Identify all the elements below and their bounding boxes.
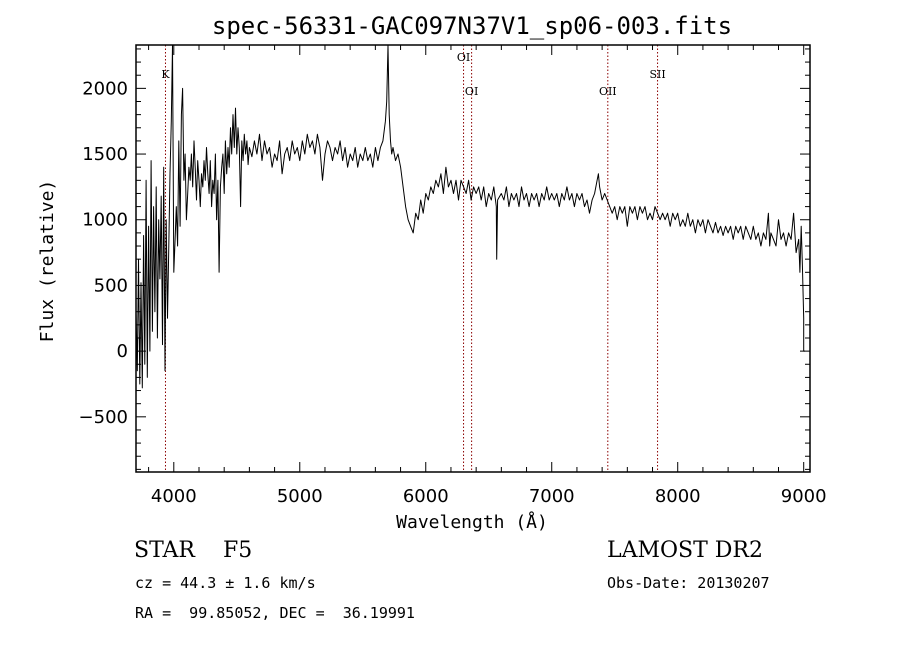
x-tick-label: 9000 xyxy=(781,486,827,507)
x-tick-label: 7000 xyxy=(529,486,575,507)
y-axis-label: Flux (relative) xyxy=(37,180,58,343)
spectral-line-label-2: OI xyxy=(465,85,478,98)
spectral-line-label-1: OI xyxy=(457,51,470,64)
x-tick-label: 8000 xyxy=(655,486,701,507)
spectral-line-label-0: K xyxy=(161,68,170,81)
spectral-line-markers: K OI OI OII SII xyxy=(161,45,666,472)
coordinates: RA = 99.85052, DEC = 36.19991 xyxy=(135,604,415,622)
y-tick-label: −500 xyxy=(79,407,128,428)
axis-ticks: 4000 5000 6000 7000 8000 9000 −500 0 500 1000 1500… xyxy=(79,45,827,507)
obs-date: Obs-Date: 20130207 xyxy=(607,574,770,592)
x-tick-label: 4000 xyxy=(151,486,197,507)
chart-title: spec-56331-GAC097N37V1_sp06-003.fits xyxy=(212,12,732,40)
spectrum-line-0 xyxy=(135,44,805,389)
spectrum-series xyxy=(135,44,805,389)
x-tick-label: 6000 xyxy=(403,486,449,507)
spectral-line-label-3: OII xyxy=(599,85,617,98)
y-tick-label: 1500 xyxy=(82,144,128,165)
plot-frame xyxy=(135,44,811,473)
y-tick-label: 1000 xyxy=(82,210,128,231)
x-axis-label: Wavelength (Å) xyxy=(396,511,548,533)
redshift-text: cz = 44.3 ± 1.6 km/s xyxy=(135,574,316,592)
x-tick-label: 5000 xyxy=(277,486,323,507)
spectral-line-label-4: SII xyxy=(649,68,665,81)
y-tick-label: 2000 xyxy=(82,78,128,99)
object-class: STAR F5 xyxy=(134,538,253,563)
y-tick-label: 0 xyxy=(117,341,128,362)
y-tick-label: 500 xyxy=(94,275,128,296)
survey-name: LAMOST DR2 xyxy=(607,538,763,563)
